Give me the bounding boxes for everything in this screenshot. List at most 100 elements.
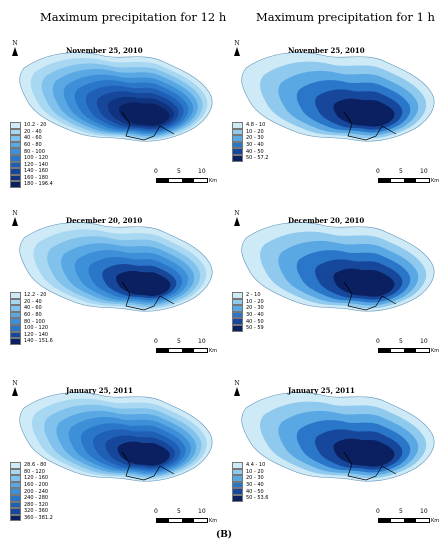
legend-swatch xyxy=(232,292,243,299)
legend-item: 240 - 280 xyxy=(10,494,53,502)
legend-swatch xyxy=(232,305,243,312)
legend-label: 50 - 57.2 xyxy=(246,155,269,162)
legend-item: 20 - 40 xyxy=(10,128,53,136)
legend: 12.2 - 20 20 - 40 40 - 60 60 - 80 80 - 100 10… xyxy=(10,292,53,345)
legend-label: 60 - 80 xyxy=(24,311,42,318)
legend-label: 100 - 120 xyxy=(24,325,49,332)
legend-item: 20 - 30 xyxy=(232,135,268,142)
scale-tick-label: 5 xyxy=(399,338,403,345)
boundary-line xyxy=(343,111,397,141)
legend-item: 140 - 151.6 xyxy=(10,338,53,345)
legend-label: 60 - 80 xyxy=(24,141,42,148)
legend-item: 10 - 20 xyxy=(232,128,268,136)
scale-tick-label: 10 xyxy=(198,338,206,345)
legend-swatch xyxy=(232,154,243,162)
legend-item: 80 - 120 xyxy=(10,468,53,476)
map-panel-12h-nov: November 25, 2010 N 10.2 - 20 20 - 40 40 - 6… xyxy=(4,40,222,212)
legend-swatch xyxy=(10,494,21,502)
column-title-12h: Maximum precipitation for 12 h xyxy=(40,10,227,24)
legend-swatch xyxy=(232,488,243,495)
legend-item: 160 - 180 xyxy=(10,174,53,182)
boundary-line xyxy=(343,451,397,481)
scale-tick-label: 10 xyxy=(198,168,206,175)
legend-item: 80 - 100 xyxy=(10,318,53,325)
legend-label: 20 - 40 xyxy=(24,128,42,135)
scale-bar-graphic xyxy=(378,518,430,523)
legend-swatch xyxy=(232,324,243,332)
map-date: November 25, 2010 xyxy=(66,46,143,55)
scale-tick-label: 10 xyxy=(420,338,428,345)
legend-label: 40 - 50 xyxy=(246,148,264,155)
map-date: December 20, 2010 xyxy=(288,216,365,225)
scale-tick-label: 5 xyxy=(177,338,181,345)
legend: 4.4 - 10 10 - 20 20 - 30 30 - 40 40 - 50 50 -… xyxy=(232,462,268,502)
map-date: January 25, 2011 xyxy=(288,386,355,395)
legend-label: 120 - 140 xyxy=(24,331,49,338)
column-title-1h: Maximum precipitation for 1 h xyxy=(256,10,435,24)
legend-swatch xyxy=(10,161,21,169)
legend-label: 30 - 40 xyxy=(246,481,264,488)
scale-tick-label: 0 xyxy=(376,338,380,345)
legend-item: 12.2 - 20 xyxy=(10,292,53,299)
legend-swatch xyxy=(10,338,21,345)
scale-tick-label: 5 xyxy=(177,168,181,175)
legend-label: 4.8 - 10 xyxy=(246,122,266,129)
legend-item: 200 - 240 xyxy=(10,488,53,495)
legend-swatch xyxy=(232,311,243,319)
scale-bar: 0 5 10 Km xyxy=(376,168,440,188)
legend-item: 320 - 360 xyxy=(10,508,53,515)
legend-swatch xyxy=(10,168,21,175)
legend-swatch xyxy=(232,148,243,155)
legend-swatch xyxy=(232,135,243,142)
scale-unit: Km xyxy=(209,348,218,354)
legend-swatch xyxy=(10,141,21,149)
legend-item: 40 - 50 xyxy=(232,148,268,155)
legend-swatch xyxy=(232,298,243,306)
legend-label: 2 - 10 xyxy=(246,292,261,299)
legend-label: 10 - 20 xyxy=(246,128,264,135)
precipitation-map xyxy=(19,52,213,142)
north-label: N xyxy=(234,210,240,217)
legend-item: 20 - 30 xyxy=(232,305,264,312)
legend-label: 50 - 59 xyxy=(246,325,264,332)
legend-item: 20 - 40 xyxy=(10,298,53,306)
legend-item: 10.2 - 20 xyxy=(10,122,53,129)
scale-unit: Km xyxy=(431,178,440,184)
legend-item: 28.6 - 80 xyxy=(10,462,53,469)
legend-swatch xyxy=(232,122,243,129)
legend-label: 140 - 151.6 xyxy=(24,338,53,345)
scale-bar-graphic xyxy=(156,518,208,523)
legend-swatch xyxy=(10,488,21,495)
scale-bar-graphic xyxy=(156,178,208,183)
legend-swatch xyxy=(10,508,21,515)
legend-swatch xyxy=(232,475,243,482)
legend-swatch xyxy=(232,468,243,476)
legend-item: 360 - 381.2 xyxy=(10,514,53,522)
legend-swatch xyxy=(10,514,21,522)
contour-band xyxy=(333,438,395,467)
legend-item: 40 - 60 xyxy=(10,305,53,312)
scale-tick-label: 10 xyxy=(420,508,428,515)
legend-item: 30 - 40 xyxy=(232,311,264,319)
legend-swatch xyxy=(10,318,21,325)
legend-item: 4.4 - 10 xyxy=(232,462,268,469)
scale-tick-label: 10 xyxy=(198,508,206,515)
legend-label: 4.4 - 10 xyxy=(246,462,266,469)
legend-label: 40 - 50 xyxy=(246,318,264,325)
legend-item: 100 - 120 xyxy=(10,324,53,332)
legend-swatch xyxy=(10,501,21,509)
scale-tick-label: 0 xyxy=(154,168,158,175)
legend-label: 280 - 320 xyxy=(24,501,49,508)
legend-label: 80 - 100 xyxy=(24,148,45,155)
boundary-line xyxy=(121,281,175,311)
scale-bar: 0 5 10 Km xyxy=(154,508,217,528)
scale-unit: Km xyxy=(431,348,440,354)
legend-item: 50 - 53.6 xyxy=(232,494,268,502)
legend-swatch xyxy=(10,292,21,299)
north-arrow-icon: N xyxy=(232,40,242,56)
boundary-line xyxy=(343,281,397,311)
legend-swatch xyxy=(232,494,243,502)
legend-swatch xyxy=(232,128,243,136)
scale-tick-label: 5 xyxy=(399,168,403,175)
legend-item: 40 - 50 xyxy=(232,318,264,325)
